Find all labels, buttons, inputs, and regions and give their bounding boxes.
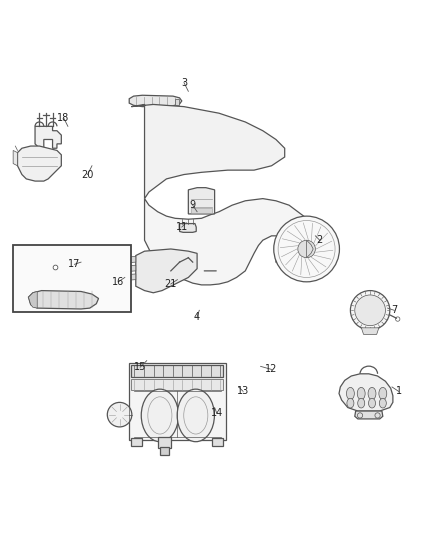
Text: 20: 20 xyxy=(81,169,94,180)
Bar xyxy=(13,245,131,312)
Polygon shape xyxy=(129,95,182,107)
Text: 18: 18 xyxy=(57,112,70,123)
Ellipse shape xyxy=(379,398,386,408)
Bar xyxy=(131,378,223,390)
Bar xyxy=(158,437,171,448)
Text: 14: 14 xyxy=(211,408,223,418)
Circle shape xyxy=(298,240,315,258)
Bar xyxy=(160,447,169,455)
Text: 13: 13 xyxy=(237,386,249,397)
Text: 1: 1 xyxy=(396,386,402,397)
Polygon shape xyxy=(28,292,37,308)
Ellipse shape xyxy=(347,398,354,408)
Text: 4: 4 xyxy=(194,312,200,322)
Bar xyxy=(131,365,223,377)
Text: 21: 21 xyxy=(165,279,177,289)
Polygon shape xyxy=(18,146,61,181)
Text: 3: 3 xyxy=(181,77,187,87)
Text: 12: 12 xyxy=(265,365,278,374)
Bar xyxy=(129,363,226,440)
Circle shape xyxy=(107,402,132,427)
Polygon shape xyxy=(355,411,383,419)
Ellipse shape xyxy=(368,387,376,400)
Polygon shape xyxy=(118,265,136,272)
Bar xyxy=(212,438,223,446)
Polygon shape xyxy=(118,256,136,263)
Circle shape xyxy=(274,216,339,282)
Polygon shape xyxy=(180,223,196,232)
Circle shape xyxy=(355,295,385,326)
Polygon shape xyxy=(136,249,197,293)
Polygon shape xyxy=(361,328,379,334)
Polygon shape xyxy=(131,104,285,199)
Polygon shape xyxy=(118,274,136,281)
Ellipse shape xyxy=(379,387,387,400)
Ellipse shape xyxy=(346,387,354,400)
Text: 16: 16 xyxy=(112,277,124,287)
Polygon shape xyxy=(28,290,99,309)
Bar xyxy=(191,208,212,213)
Polygon shape xyxy=(188,188,215,214)
Ellipse shape xyxy=(358,398,365,408)
Polygon shape xyxy=(145,199,328,285)
Text: 17: 17 xyxy=(68,260,81,269)
Ellipse shape xyxy=(141,389,179,442)
Text: 15: 15 xyxy=(134,362,146,372)
Polygon shape xyxy=(307,240,313,258)
Polygon shape xyxy=(13,150,18,166)
Text: 2: 2 xyxy=(317,235,323,245)
Bar xyxy=(175,99,179,105)
Text: 11: 11 xyxy=(176,222,188,232)
Bar xyxy=(131,438,142,446)
Ellipse shape xyxy=(368,398,375,408)
Polygon shape xyxy=(35,126,61,148)
Text: 9: 9 xyxy=(190,200,196,210)
Circle shape xyxy=(350,290,390,330)
Ellipse shape xyxy=(177,389,214,442)
Text: 7: 7 xyxy=(391,305,397,316)
Polygon shape xyxy=(339,374,393,411)
Ellipse shape xyxy=(357,387,365,400)
